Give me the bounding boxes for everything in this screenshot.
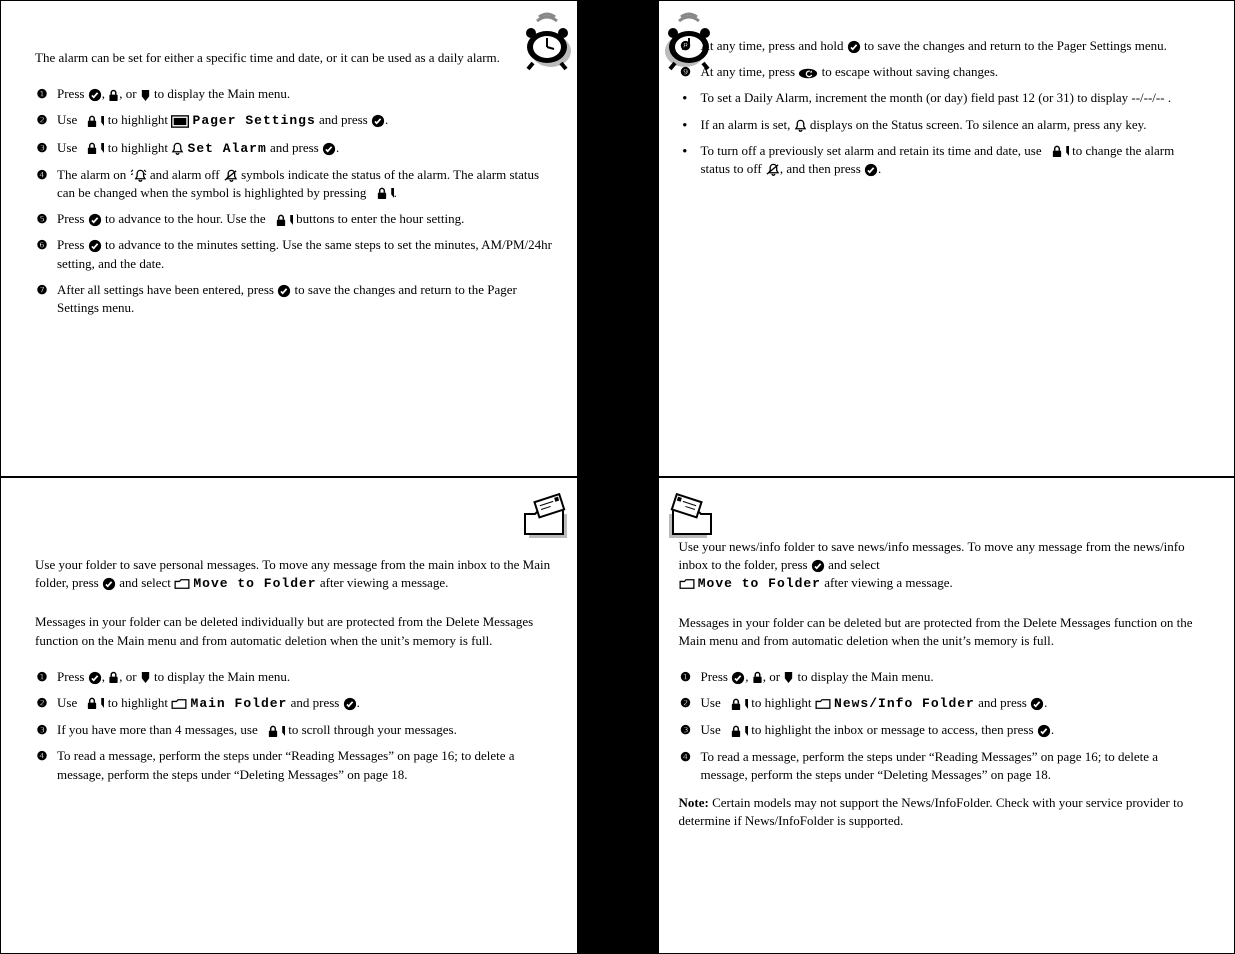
check-icon <box>88 671 102 685</box>
note-daily: To set a Daily Alarm, increment the mont… <box>679 89 1201 107</box>
check-icon <box>102 577 116 591</box>
page-alarm-left: The alarm can be set for either a specif… <box>0 0 618 477</box>
step-1: ❶ Press , , or to display the Main menu. <box>35 85 557 103</box>
check-icon <box>731 671 745 685</box>
news-info-folder-label: News/Info Folder <box>834 696 975 711</box>
bell-icon <box>171 142 184 155</box>
mainfolder-intro2: Messages in your folder can be deleted i… <box>35 613 557 649</box>
step-8: ❽ At any time, press and hold to save th… <box>679 37 1201 55</box>
check-icon <box>88 213 102 227</box>
mainfolder-steps: ❶ Press , , or to display the Main menu.… <box>35 668 557 784</box>
lockdown-icon <box>80 115 104 128</box>
down-icon <box>140 89 151 102</box>
newsinfo-intro2: Messages in your folder can be deleted b… <box>679 614 1201 650</box>
folder-icon <box>815 698 831 710</box>
folder-art-icon <box>517 488 577 548</box>
lock-icon <box>108 671 119 684</box>
move-to-folder-label: Move to Folder <box>698 576 821 591</box>
move-to-folder-label: Move to Folder <box>193 576 316 591</box>
alarm-intro: The alarm can be set for either a specif… <box>35 49 557 67</box>
lockdown-icon <box>1045 145 1069 158</box>
alarm-notes: To set a Daily Alarm, increment the mont… <box>679 89 1201 178</box>
alarm-on-icon <box>130 169 147 182</box>
check-icon <box>88 239 102 253</box>
step-1: ❶ Press , , or to display the Main menu. <box>679 668 1201 686</box>
page-newsinfofolder: Use your news/info folder to save news/i… <box>618 477 1235 954</box>
lockdown-icon <box>370 187 394 200</box>
step-4: ❹ The alarm on and alarm off symbols ind… <box>35 166 557 202</box>
alarm-steps: ❶ Press , , or to display the Main menu.… <box>35 85 557 317</box>
screen-icon <box>171 115 189 128</box>
lock-icon <box>108 89 119 102</box>
set-alarm-label: Set Alarm <box>188 141 267 156</box>
lockdown-icon <box>80 142 104 155</box>
newsinfo-note: Note: Certain models may not support the… <box>679 794 1201 830</box>
step-4: ❹ To read a message, perform the steps u… <box>679 748 1201 784</box>
down-icon <box>783 671 794 684</box>
lockdown-icon <box>269 214 293 227</box>
newsinfo-steps: ❶ Press , , or to display the Main menu.… <box>679 668 1201 784</box>
check-icon <box>847 40 861 54</box>
check-icon <box>277 284 291 298</box>
check-icon <box>371 114 385 128</box>
note-turnoff: To turn off a previously set alarm and r… <box>679 142 1201 178</box>
step-3: ❸ Use to highlight Set Alarm and press . <box>35 139 557 158</box>
down-icon <box>140 671 151 684</box>
step-3: ❸ If you have more than 4 messages, use … <box>35 721 557 739</box>
step-3: ❸ Use to highlight the inbox or message … <box>679 721 1201 739</box>
folder-icon <box>679 578 695 590</box>
step-2: ❷ Use to highlight Pager Settings and pr… <box>35 111 557 130</box>
pager-settings-label: Pager Settings <box>193 113 316 128</box>
manual-spread: The alarm can be set for either a specif… <box>0 0 1235 954</box>
check-icon <box>864 163 878 177</box>
folder-icon <box>174 578 190 590</box>
alarm-steps-contd: ❽ At any time, press and hold to save th… <box>679 37 1201 81</box>
bell-icon <box>794 119 807 132</box>
step-6: ❻ Press to advance to the minutes settin… <box>35 236 557 272</box>
check-icon <box>1030 697 1044 711</box>
check-icon <box>1037 724 1051 738</box>
step-4: ❹ To read a message, perform the steps u… <box>35 747 557 783</box>
escape-icon <box>798 68 818 79</box>
lockdown-icon <box>724 725 748 738</box>
mainfolder-intro: Use your folder to save personal message… <box>35 556 557 593</box>
step-9: ❾ At any time, press to escape without s… <box>679 63 1201 81</box>
page-alarm-right: ❽ At any time, press and hold to save th… <box>618 0 1235 477</box>
alarm-off-icon <box>765 163 780 176</box>
lockdown-icon <box>724 698 748 711</box>
main-folder-label: Main Folder <box>191 696 288 711</box>
page-mainfolder: Use your folder to save personal message… <box>0 477 618 954</box>
newsinfo-intro: Use your news/info folder to save news/i… <box>679 538 1201 594</box>
lockdown-icon <box>261 725 285 738</box>
step-7: ❼ After all settings have been entered, … <box>35 281 557 317</box>
folder-art-icon <box>659 488 719 548</box>
step-2: ❷ Use to highlight Main Folder and press… <box>35 694 557 713</box>
lock-icon <box>752 671 763 684</box>
step-2: ❷ Use to highlight News/Info Folder and … <box>679 694 1201 713</box>
step-5: ❺ Press to advance to the hour. Use the … <box>35 210 557 228</box>
note-status: If an alarm is set, displays on the Stat… <box>679 116 1201 134</box>
alarm-off-icon <box>223 169 238 182</box>
step-1: ❶ Press , , or to display the Main menu. <box>35 668 557 686</box>
check-icon <box>322 142 336 156</box>
lockdown-icon <box>80 697 104 710</box>
check-icon <box>88 88 102 102</box>
check-icon <box>343 697 357 711</box>
folder-icon <box>171 698 187 710</box>
clock-icon <box>517 11 577 71</box>
check-icon <box>811 559 825 573</box>
